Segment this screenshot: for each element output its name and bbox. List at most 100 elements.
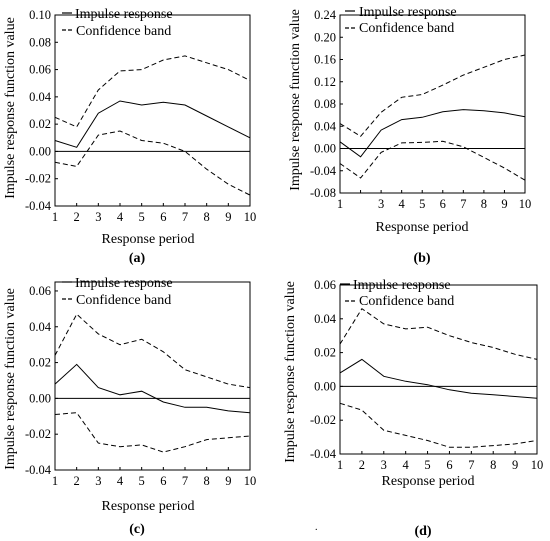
y-tick-label: 0.02	[29, 117, 51, 131]
y-tick-label: 0.02	[29, 356, 51, 370]
ylabel-group: Impulse response function value	[3, 17, 18, 199]
y-tick-label: -0.02	[25, 427, 51, 441]
x-tick-label: 1	[52, 210, 58, 224]
confidence-band-upper-line	[339, 54, 526, 137]
chart-panel-d: 0.06 0.04 0.02 0.00 -0.02 -0.041 2 3 4 5 6 7 8 9 10 Im…	[283, 278, 543, 539]
y-tick-label: -0.08	[310, 186, 336, 200]
confidence-band-lower-line	[339, 140, 526, 181]
x-axis-label: Response period	[382, 474, 475, 489]
plot-frame	[339, 284, 538, 455]
x-tick-label: 7	[182, 474, 188, 488]
y-tick-label: 0.12	[314, 75, 336, 89]
legend-label-impulse: Impulse response	[75, 276, 173, 291]
y-tick-label: 0.16	[314, 53, 336, 67]
y-tick-label: 0.20	[314, 30, 336, 44]
y-tick-label: 0.00	[29, 391, 51, 405]
chart-panel-a: 0.10 0.08 0.06 0.04 0.02 0.00 -0.02 -0.041 2 3 4 5 6…	[3, 7, 256, 266]
plot-frame	[339, 14, 526, 194]
x-tick-label: 6	[446, 458, 452, 472]
x-tick-label: 4	[117, 210, 124, 224]
legend: Impulse response Confidence band	[62, 276, 173, 308]
plot-frame	[54, 281, 251, 471]
y-tick-label: 0.06	[29, 284, 51, 298]
x-tick-label: 10	[244, 474, 257, 488]
plot-area: 0.060.040.020.00-0.02-0.041 2 3 4 5 6 7 8 9 10	[310, 278, 543, 472]
impulse-response-line	[339, 358, 538, 399]
legend-label-confidence: Confidence band	[359, 294, 454, 309]
y-axis-label: Impulse response function value	[288, 9, 303, 191]
y-axis-label: Impulse response function value	[3, 17, 18, 199]
y-tick-label: 0.04	[314, 119, 337, 133]
chart-panel-c: 0.06 0.04 0.02 0.00 -0.02 -0.041 2 3 4 5 6 7 8 9 10 Im…	[3, 276, 257, 537]
panel-caption: (c)	[129, 522, 145, 537]
legend-label-impulse: Impulse response	[75, 7, 173, 22]
x-axis-label: Response period	[376, 220, 469, 235]
x-tick-label: 7	[468, 458, 474, 472]
y-axis-label: Impulse response function value	[283, 281, 298, 463]
legend-label-confidence: Confidence band	[76, 293, 171, 308]
panel-caption: (d)	[414, 524, 431, 539]
y-tick-label: 0.00	[314, 379, 336, 393]
y-tick-label: 0.08	[314, 97, 336, 111]
x-tick-label: 9	[501, 197, 507, 211]
plot-area: 0.10 0.08 0.06 0.04 0.02 0.00 -0.02 -0.041 2 3 4 5 6…	[25, 8, 256, 224]
x-tick-label: 9	[225, 210, 231, 224]
y-tick-label: -0.04	[310, 447, 337, 461]
footer-mark: .	[315, 522, 318, 533]
x-tick-label: 5	[139, 474, 145, 488]
x-tick-label: 3	[381, 458, 387, 472]
y-tick-label: -0.04	[25, 199, 52, 213]
x-tick-label: 2	[359, 458, 365, 472]
x-tick-label: 3	[95, 474, 101, 488]
x-tick-label: 1	[52, 474, 58, 488]
x-tick-label: 2	[74, 210, 80, 224]
panel-caption: (a)	[129, 251, 146, 266]
impulse-response-line	[339, 109, 526, 158]
confidence-band-upper-line	[54, 313, 251, 389]
x-tick-label: 7	[182, 210, 188, 224]
x-tick-label: 1	[337, 458, 343, 472]
x-tick-label: 10	[519, 197, 532, 211]
x-tick-label: 9	[225, 474, 231, 488]
confidence-band-upper-line	[339, 307, 538, 360]
y-tick-label: 0.00	[314, 142, 336, 156]
x-tick-label: 4	[403, 458, 410, 472]
x-tick-label: 8	[481, 197, 487, 211]
confidence-band-lower-line	[54, 412, 251, 453]
y-tick-label: -0.02	[25, 172, 51, 186]
plot-area: 0.060.040.020.00-0.02-0.041 2 3 4 5 6 7 8 9 10	[25, 281, 257, 488]
x-tick-label: 8	[490, 458, 496, 472]
panel-caption: (b)	[413, 251, 430, 266]
x-tick-label: 6	[160, 474, 166, 488]
x-tick-label: 8	[204, 474, 210, 488]
x-tick-label: 3	[95, 210, 101, 224]
y-tick-label: -0.04	[310, 164, 337, 178]
y-tick-label: 0.08	[29, 35, 51, 49]
confidence-band-lower-line	[339, 402, 538, 448]
legend: Impulse response Confidence band	[62, 7, 173, 39]
x-tick-label: 5	[424, 458, 430, 472]
y-tick-label: 0.04	[29, 320, 52, 334]
y-axis-label: Impulse response function value	[3, 288, 18, 470]
x-tick-label: 1	[337, 197, 343, 211]
x-tick-label: 6	[160, 210, 166, 224]
y-tick-label: 0.06	[314, 278, 336, 292]
chart-panel-b: 0.24 0.20 0.16 0.12 0.08 0.04 0.00 -0.04 -0.081 3…	[288, 5, 531, 266]
y-tick-label: 0.06	[29, 63, 51, 77]
x-tick-label: 2	[74, 474, 80, 488]
plot-frame	[54, 14, 251, 207]
y-tick-label: -0.02	[310, 413, 336, 427]
y-tick-label: 0.24	[314, 8, 337, 22]
y-tick-label: 0.00	[29, 144, 51, 158]
x-tick-label: 6	[440, 197, 446, 211]
impulse-response-line	[54, 100, 251, 148]
x-tick-label: 4	[117, 474, 124, 488]
x-tick-label: 9	[512, 458, 518, 472]
y-tick-label: 0.04	[314, 312, 337, 326]
x-tick-label: 5	[139, 210, 145, 224]
legend-label-impulse: Impulse response	[359, 5, 457, 20]
plot-area: 0.24 0.20 0.16 0.12 0.08 0.04 0.00 -0.04 -0.081 3…	[310, 8, 531, 211]
x-axis-label: Response period	[102, 232, 195, 247]
confidence-band-lower-line	[54, 130, 251, 196]
legend: Impulse response Confidence band	[340, 278, 454, 309]
